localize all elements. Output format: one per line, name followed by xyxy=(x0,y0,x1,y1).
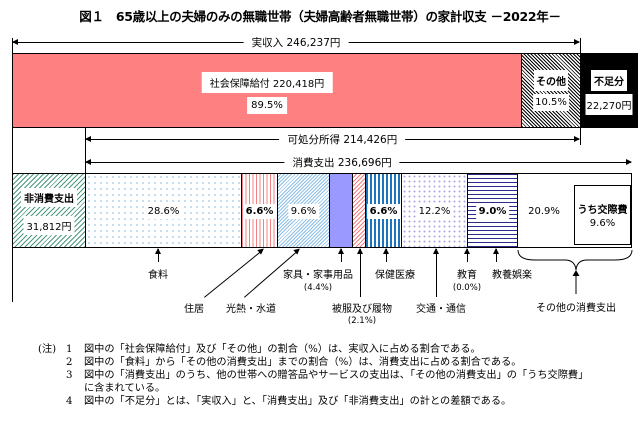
bar-housing: 6.6% xyxy=(241,173,278,248)
social-security-pct: 89.5% xyxy=(247,97,287,114)
furniture-pointer xyxy=(338,248,344,262)
notes-prefix: (注) xyxy=(38,344,57,355)
education-pointer xyxy=(464,248,470,262)
note-number: 1 xyxy=(66,344,73,355)
bar-other-income: その他 10.5% xyxy=(521,53,581,128)
left-guide-line xyxy=(12,38,13,302)
other-consumption-pct: 20.9% xyxy=(525,204,563,219)
utilities-pct: 9.6% xyxy=(287,204,320,219)
transport-pct: 12.2% xyxy=(415,204,454,219)
non-consumption-label: 非消費支出 xyxy=(21,188,77,207)
disposable-income-label: 可処分所得 214,426円 xyxy=(279,132,406,147)
recreation-pointer xyxy=(493,248,499,262)
non-consumption-value: 31,812円 xyxy=(23,216,75,235)
shortfall-value: 22,270円 xyxy=(585,94,633,115)
consumption-arrow: 消費支出 236,696円 xyxy=(85,155,632,170)
education-pct: (0.0%) xyxy=(452,283,482,293)
social-expense-pct: 9.6% xyxy=(589,218,616,229)
transport-pointer xyxy=(433,248,439,297)
note-text: 図中の「消費支出」のうち、他の世帯への贈答品やサービスの支出は、「その他の消費支… xyxy=(84,370,589,381)
consumption-label: 消費支出 236,696円 xyxy=(284,155,400,170)
medical-pct: 6.6% xyxy=(366,204,401,219)
social-security-label: 社会保障給付 220,418円 xyxy=(201,72,333,93)
bar-furniture xyxy=(329,173,353,248)
note-text: 図中の「不足分」とは、「実収入」と、「消費支出」及び「非消費支出」の計との差額で… xyxy=(84,396,512,407)
income-label: 実収入 246,237円 xyxy=(243,35,349,50)
bar-utilities: 9.6% xyxy=(277,173,330,248)
bar-medical: 6.6% xyxy=(365,173,402,248)
other-income-label: その他 xyxy=(534,70,568,91)
furniture-label: 家具・家事用品 xyxy=(283,270,353,281)
bar-social-security: 社会保障給付 220,418円 89.5% xyxy=(12,53,522,128)
bar-shortfall: 不足分 22,270円 xyxy=(580,53,638,128)
note-number: 4 xyxy=(66,396,73,407)
social-expense-box: うち交際費 9.6% xyxy=(574,185,631,245)
other-income-pct: 10.5% xyxy=(533,94,569,111)
bar-other-consumption: 20.9% うち交際費 9.6% xyxy=(517,173,632,248)
notes: (注) 1 図中の「社会保障給付」及び「その他」の割合（%）は、実収入に占める割合で… xyxy=(38,343,588,408)
medical-label: 保健医療 xyxy=(375,270,415,281)
bar-clothing xyxy=(352,173,366,248)
note-text: 図中の「食料」から「その他の消費支出」までの割合（%）は、消費支出に占める割合で… xyxy=(84,357,522,368)
bar-transport: 12.2% xyxy=(401,173,468,248)
disposable-income-arrow: 可処分所得 214,426円 xyxy=(85,132,580,147)
clothing-pct: (2.1%) xyxy=(347,316,377,326)
recreation-label: 教養娯楽 xyxy=(492,270,532,281)
income-arrow: 実収入 246,237円 xyxy=(12,35,580,50)
food-label: 食料 xyxy=(148,270,168,281)
disposable-end-line xyxy=(580,127,581,145)
note-text-continued: に含まれている。 xyxy=(84,383,166,394)
other-consumption-label: その他の消費支出 xyxy=(536,303,616,314)
food-pct: 28.6% xyxy=(144,204,183,219)
housing-pointer xyxy=(204,249,263,298)
bar-recreation: 9.0% xyxy=(467,173,518,248)
medical-pointer xyxy=(383,248,389,262)
recreation-pct: 9.0% xyxy=(475,204,510,219)
shortfall-label: 不足分 xyxy=(591,70,627,91)
social-expense-label: うち交際費 xyxy=(577,205,628,216)
transport-label: 交通・通信 xyxy=(416,304,466,315)
consumption-start-line xyxy=(85,127,86,173)
bar-food: 28.6% xyxy=(85,173,242,248)
furniture-pct: (4.4%) xyxy=(303,283,333,293)
other-consumption-brace xyxy=(517,249,633,294)
income-end-line xyxy=(580,38,581,53)
housing-pct: 6.6% xyxy=(242,204,277,219)
clothing-label: 被服及び履物 xyxy=(332,304,392,315)
chart-title: 図１ 65歳以上の夫婦のみの無職世帯（夫婦高齢者無職世帯）の家計収支 －2022… xyxy=(79,9,561,24)
note-number: 2 xyxy=(66,357,73,368)
food-pointer xyxy=(155,248,161,262)
note-text: 図中の「社会保障給付」及び「その他」の割合（%）は、実収入に占める割合である。 xyxy=(84,344,481,355)
note-number: 3 xyxy=(66,370,73,381)
clothing-pointer xyxy=(357,248,363,297)
education-label: 教育 xyxy=(457,270,477,281)
bar-non-consumption: 非消費支出 31,812円 xyxy=(12,173,86,248)
housing-label: 住居 xyxy=(184,304,204,315)
utilities-label: 光熱・水道 xyxy=(226,304,276,315)
